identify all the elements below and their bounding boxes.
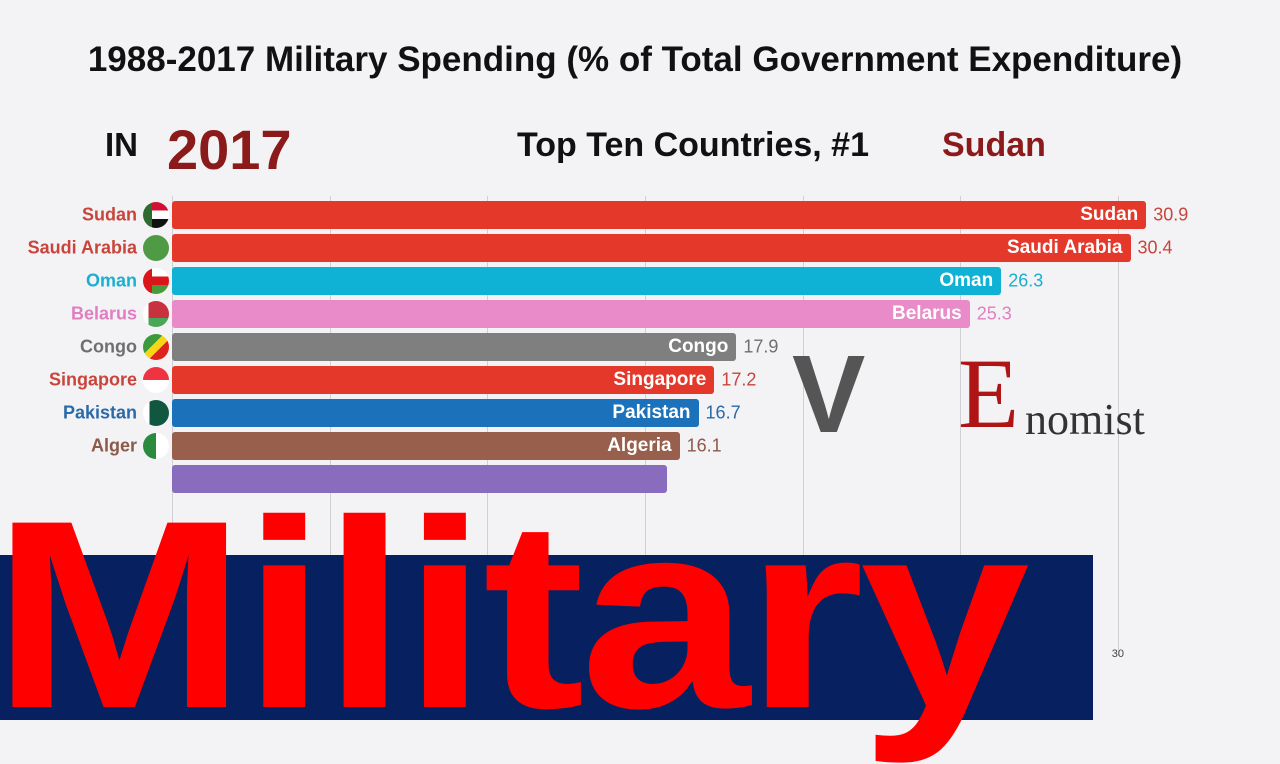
x-tick-label: 30 (1111, 648, 1125, 660)
top-ten-label: Top Ten Countries, #1 (517, 126, 869, 164)
value-label: 17.2 (721, 369, 757, 390)
oman-flag-icon (143, 268, 169, 294)
value-label: 16.1 (686, 435, 722, 456)
country-label: Congo (80, 336, 137, 357)
gridline (960, 196, 962, 656)
sudan-flag-icon (143, 202, 169, 228)
bar-singapore: Singapore (172, 366, 715, 394)
value-label: 16.7 (705, 402, 741, 423)
bar-pakistan: Pakistan (172, 399, 699, 427)
bar-oman: Oman (172, 267, 1002, 295)
navy-banner (0, 555, 1093, 720)
overlay-military-text: Military (0, 464, 1030, 764)
bar-inner-label: Pakistan (612, 402, 691, 423)
country-label: Alger (90, 435, 137, 456)
country-label: Singapore (48, 369, 137, 390)
bar-algeria: Algeria (172, 432, 680, 460)
country-label: Saudi Arabia (27, 237, 137, 258)
country-label: Belarus (70, 303, 137, 324)
watermark-economist-text: nomist (1025, 395, 1145, 444)
bar-inner-label: Sudan (1080, 204, 1139, 225)
year-label: 2017 (167, 118, 292, 181)
country-label: Sudan (81, 204, 137, 225)
singapore-flag-icon (143, 367, 169, 393)
bar-inner-label: Oman (939, 270, 994, 291)
watermark-economist-e: E (958, 338, 1020, 449)
watermark-v-logo: V (792, 333, 866, 456)
saudi-arabia-flag-icon (143, 235, 169, 261)
value-label: 30.4 (1137, 237, 1173, 258)
country-label: Oman (85, 270, 137, 291)
congo-flag-icon (143, 334, 169, 360)
bar-chart: 30 Sudan 30.9 Sudan Saudi Arabia 30.4 Saudi Ar… (27, 196, 1189, 660)
chart-title: 1988-2017 Military Spending (% of Total … (87, 40, 1183, 79)
bar-belarus: Belarus (172, 300, 970, 328)
gridline (802, 196, 804, 656)
bar-inner-label: Singapore (613, 369, 707, 390)
value-label: 17.9 (743, 336, 779, 357)
bar-inner-label: Congo (668, 336, 729, 357)
bar-inner-label: Algeria (607, 435, 672, 456)
gridline (1117, 196, 1119, 656)
value-label: 26.3 (1008, 270, 1044, 291)
pakistan-flag-icon (143, 400, 169, 426)
bar-inner-label: Belarus (892, 303, 962, 324)
top-country-label: Sudan (942, 126, 1046, 164)
belarus-flag-icon (143, 301, 169, 327)
country-label: Pakistan (62, 402, 137, 423)
bar-hidden (172, 465, 668, 493)
bar-congo: Congo (172, 333, 737, 361)
algeria-flag-icon (143, 433, 169, 459)
bar-sudan: Sudan (172, 201, 1147, 229)
value-label: 25.3 (976, 303, 1012, 324)
bar-inner-label: Saudi Arabia (1007, 237, 1123, 258)
bar-saudi-arabia: Saudi Arabia (172, 234, 1131, 262)
in-label: IN (105, 126, 138, 163)
value-label: 30.9 (1153, 204, 1189, 225)
